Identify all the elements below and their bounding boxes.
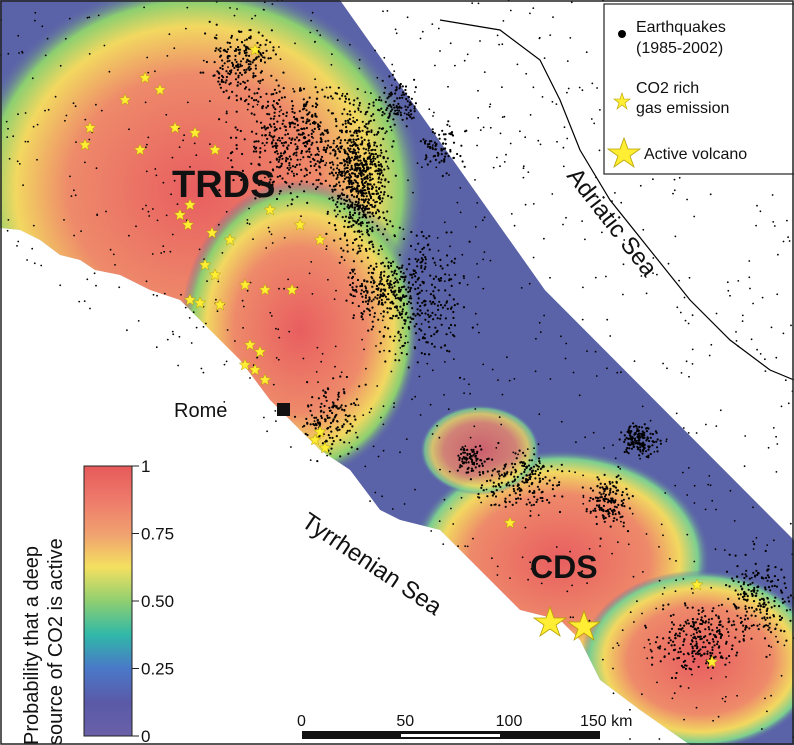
adriatic-coastline [439, 19, 794, 381]
earthquake-legend-icon [618, 30, 626, 38]
legend-co2-line2: gas emission [636, 100, 729, 117]
colorbar-tick-label: 0.25 [141, 660, 174, 679]
region-label-trds: TRDS [172, 164, 275, 206]
scale-bar-white-segment [401, 734, 500, 737]
colorbar-label-line1: Probability that a deep [21, 546, 43, 745]
scale-bar-tick-label: 100 [496, 713, 523, 730]
volcano-star [566, 609, 602, 642]
rome-marker [277, 403, 290, 416]
legend-volcano: Active volcano [644, 146, 747, 163]
colorbar-tick-label: 1 [141, 457, 150, 476]
colorbar-label-line2: source of CO2 is active [45, 538, 67, 745]
colorbar: Probability that a deep source of CO2 is… [21, 457, 174, 745]
scale-bar-tick-label: 150 km [580, 713, 632, 730]
co2-emission-stars [78, 43, 719, 668]
scale-bar-tick-label: 50 [396, 713, 414, 730]
city-label-rome: Rome [174, 400, 227, 422]
colorbar-gradient [83, 465, 133, 737]
volcano-legend-star-icon [606, 136, 642, 169]
colorbar-tick-label: 0.50 [141, 592, 174, 611]
region-label-cds: CDS [530, 549, 598, 585]
legend: Earthquakes (1985-2002) CO2 rich gas emi… [603, 3, 794, 175]
legend-earthquakes-line2: (1985-2002) [636, 40, 723, 57]
legend-co2-line1: CO2 rich [636, 80, 699, 97]
legend-earthquakes-line1: Earthquakes [636, 19, 726, 36]
colorbar-tick-label: 0 [141, 727, 150, 745]
legend-box [603, 3, 794, 175]
co2-legend-star-icon [613, 92, 631, 110]
tyrrhenian-region [0, 228, 690, 745]
scale-bar: 0 50 100 150 km [297, 713, 632, 739]
volcano-star [532, 605, 568, 638]
colorbar-tick-label: 0.75 [141, 525, 174, 544]
active-volcano-stars [532, 605, 602, 642]
scale-bar-tick-label: 0 [297, 713, 306, 730]
